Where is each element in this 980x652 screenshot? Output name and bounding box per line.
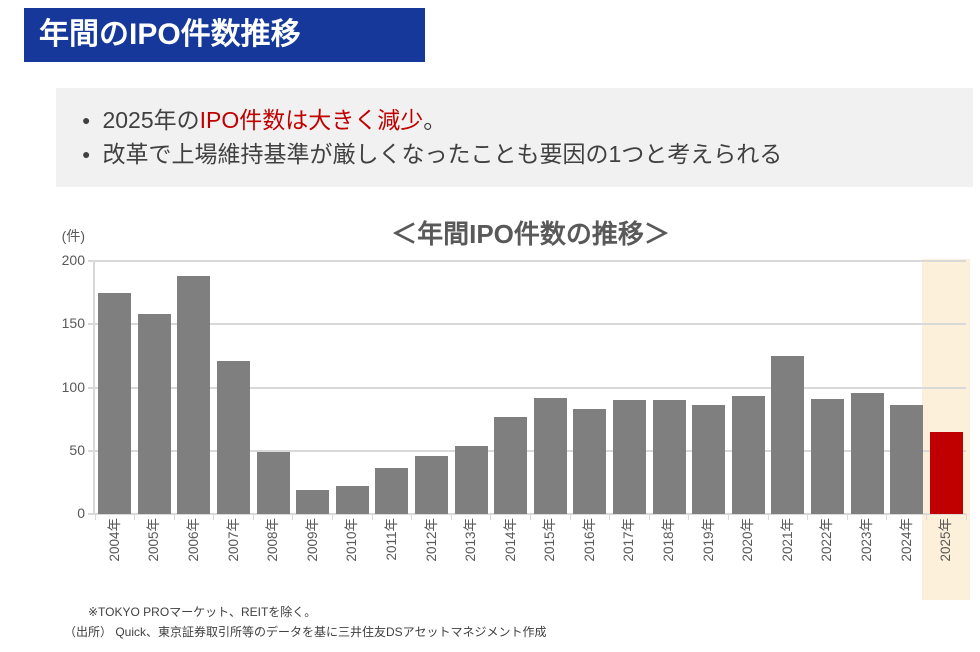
x-label-2019年: 2019年 [700,518,716,562]
y-tick-label-150: 150 [61,315,85,332]
bullet-1-highlight: IPO件数は大きく減少 [199,107,424,133]
summary-bullet-2: ● 改革で上場維持基準が厳しくなったことも要因の1つと考えられる [82,137,973,171]
bar-2006年 [177,276,211,514]
bar-2005年 [137,314,171,514]
summary-bullet-1-text: 2025年のIPO件数は大きく減少。 [102,103,446,137]
x-tick-mark-21 [925,514,927,520]
x-label-2024年: 2024年 [898,518,914,562]
bar-2009年 [296,489,330,514]
x-tick-mark-18 [807,514,809,520]
y-tick-label-0: 0 [77,505,85,521]
y-tick-label-200: 200 [61,252,85,268]
x-tick-mark-16 [727,514,729,520]
bar-2007年 [217,360,251,514]
x-tick-mark-11 [530,514,531,520]
bullet-icon: ● [82,146,91,162]
x-tick-mark-10 [490,514,492,520]
bar-2023年 [850,392,884,514]
bar-2022年 [810,398,844,514]
x-label-2009年: 2009年 [304,518,320,562]
y-tick-mark-0 [88,513,98,515]
x-tick-mark-20 [886,514,888,520]
bar-2004年 [98,292,132,514]
bar-2021年 [771,355,805,514]
x-label-2007年: 2007年 [225,518,241,562]
x-label-2010年: 2010年 [344,518,360,562]
bar-2016年 [573,409,607,514]
summary-bullet-1: ● 2025年のIPO件数は大きく減少。 [82,103,973,137]
x-label-2006年: 2006年 [185,518,201,562]
y-axis-unit-label: (件) [61,228,85,244]
bar-2008年 [256,452,290,514]
x-tick-mark-4 [252,514,254,520]
gridline-100 [95,386,966,389]
x-tick-mark-5 [292,514,294,520]
x-tick-mark-17 [767,514,769,520]
bar-2014年 [494,416,528,514]
bar-2011年 [375,468,409,514]
footnote-exclusions: ※TOKYO PROマーケット、REITを除く。 [88,605,317,619]
x-tick-mark-7 [371,514,373,520]
x-tick-mark-14 [648,514,650,520]
chart-title: ＜年間IPO件数の推移＞ [391,219,670,249]
x-tick-mark-1 [134,514,136,520]
x-label-2021年: 2021年 [779,518,795,562]
highlight-column-2025 [922,259,970,600]
bar-2025年 [929,431,963,514]
x-label-2015年: 2015年 [542,518,558,562]
gridline-200 [95,260,966,262]
bar-2019年 [692,405,726,514]
x-tick-mark-0 [94,514,96,520]
y-tick-label-100: 100 [61,378,85,395]
bar-2017年 [612,400,646,514]
y-axis-line [93,261,95,514]
bar-2012年 [415,455,449,514]
x-tick-mark-15 [688,514,690,520]
x-label-2020年: 2020年 [740,518,756,562]
gridline-150 [95,323,966,326]
x-tick-mark-9 [450,514,452,520]
bullet-1-pre: 2025年の [102,107,200,133]
x-label-2022年: 2022年 [819,518,835,562]
bar-2018年 [652,400,686,514]
x-label-2005年: 2005年 [146,518,162,562]
bar-2024年 [890,405,924,514]
gridline-50 [95,449,966,452]
x-tick-mark-19 [846,514,848,520]
x-label-2004年: 2004年 [106,518,122,562]
x-label-2013年: 2013年 [463,518,479,562]
x-label-2025年: 2025年 [938,518,954,562]
x-label-2023年: 2023年 [859,518,875,562]
x-tick-mark-2 [173,514,175,520]
x-label-2018年: 2018年 [661,518,677,562]
x-tick-mark-6 [332,514,334,520]
x-label-2012年: 2012年 [423,518,439,562]
summary-box: ● 2025年のIPO件数は大きく減少。 ● 改革で上場維持基準が厳しくなったこ… [56,88,973,187]
x-label-2016年: 2016年 [581,518,597,562]
bar-2015年 [533,397,567,514]
page-title: 年間のIPO件数推移 [39,18,301,51]
bullet-1-post: 。 [423,107,447,133]
summary-bullet-2-text: 改革で上場維持基準が厳しくなったことも要因の1つと考えられる [102,141,783,167]
x-tick-mark-13 [609,514,611,520]
x-label-2011年: 2011年 [383,518,399,561]
footnote-source: （出所） Quick、東京証券取引所等のデータを基に三井住友DSアセットマネジメ… [64,625,547,639]
bullet-icon: ● [82,112,91,128]
y-tick-label-50: 50 [69,441,85,458]
x-label-2017年: 2017年 [621,518,637,562]
x-label-2008年: 2008年 [265,518,281,562]
x-tick-mark-12 [569,514,571,520]
bar-2010年 [335,486,369,514]
x-tick-mark-22 [965,514,967,520]
page-title-banner: 年間のIPO件数推移 [24,8,425,62]
x-tick-mark-8 [411,514,413,520]
x-tick-mark-3 [213,514,215,520]
plot-area: (件) 0 50 100 150 200 2004年 2005年 2006年 2007年 2008… [62,228,970,600]
bar-2020年 [731,396,765,514]
x-label-2014年: 2014年 [502,518,518,562]
bar-2013年 [454,445,488,514]
